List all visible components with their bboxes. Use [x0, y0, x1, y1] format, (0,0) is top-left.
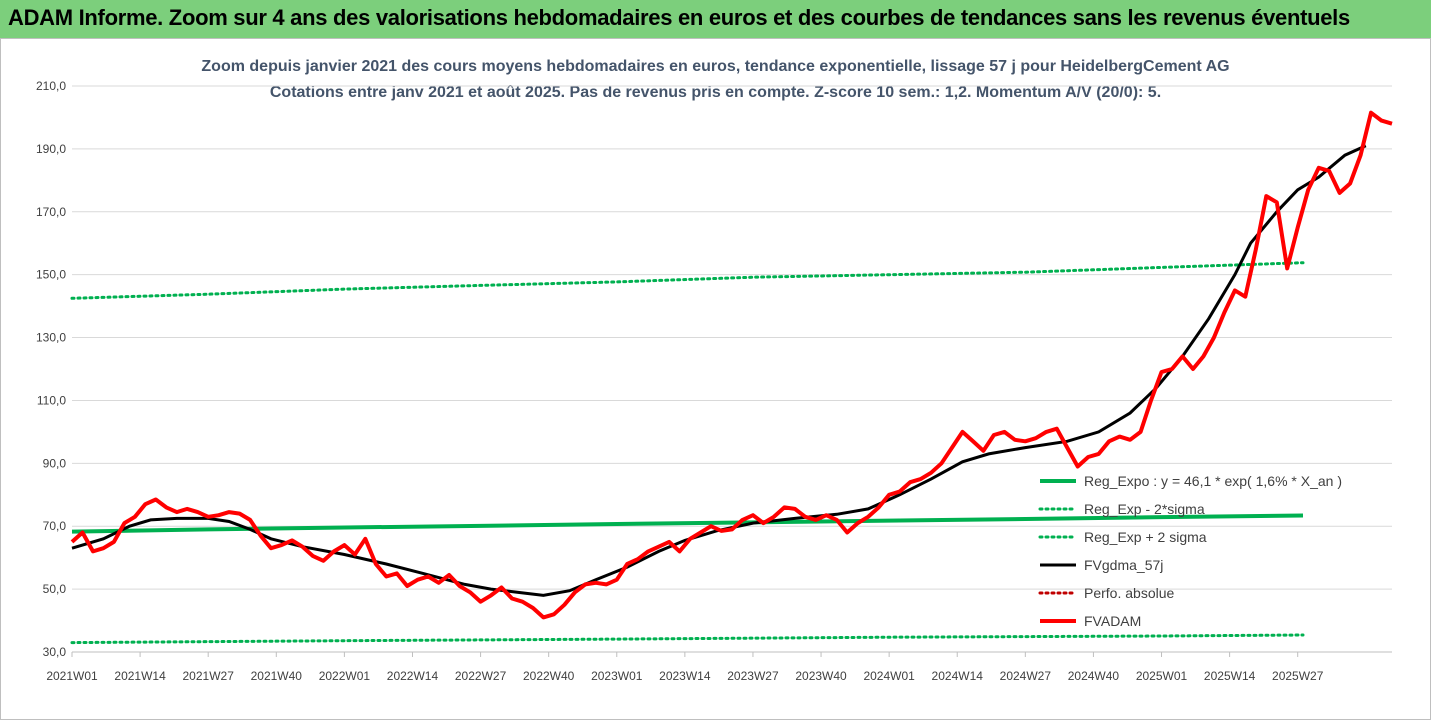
y-tick-label: 150,0	[36, 268, 66, 282]
x-tick-label: 2024W01	[863, 669, 915, 683]
y-tick-label: 90,0	[43, 456, 67, 470]
chart-frame	[0, 38, 1431, 720]
x-tick-label: 2021W40	[251, 669, 303, 683]
y-tick-label: 110,0	[37, 393, 66, 407]
series-line-fvadam	[70, 110, 1393, 620]
chart-title: Zoom depuis janvier 2021 des cours moyen…	[201, 58, 1230, 75]
x-tick-label: 2025W27	[1272, 669, 1324, 683]
y-tick-label: 190,0	[36, 142, 66, 156]
chart-subtitle: Cotations entre janv 2021 et août 2025. …	[269, 84, 1162, 101]
x-tick-label: 2024W40	[1068, 669, 1120, 683]
x-tick-label: 2021W27	[183, 669, 235, 683]
y-tick-label: 170,0	[36, 205, 66, 219]
x-tick-label: 2024W27	[1000, 669, 1052, 683]
legend-label: FVADAM	[1084, 613, 1141, 629]
y-tick-label: 130,0	[36, 331, 66, 345]
banner-title: ADAM Informe. Zoom sur 4 ans des valoris…	[8, 5, 1350, 30]
legend-label: Perfo. absolue	[1084, 585, 1174, 601]
x-tick-label: 2022W27	[455, 669, 507, 683]
x-tick-label: 2023W01	[591, 669, 643, 683]
legend-label: FVgdma_57j	[1084, 557, 1163, 573]
x-tick-label: 2025W01	[1136, 669, 1188, 683]
series-line-reg_expo	[71, 513, 1304, 534]
legend-label: Reg_Expo : y = 46,1 * exp( 1,6% * X_an )	[1084, 473, 1342, 489]
x-tick-label: 2023W14	[659, 669, 711, 683]
x-tick-label: 2021W01	[46, 669, 98, 683]
x-tick-label: 2022W40	[523, 669, 575, 683]
series-line-reg_exp	[70, 261, 1305, 300]
banner: ADAM Informe. Zoom sur 4 ans des valoris…	[0, 0, 1431, 39]
legend-label: Reg_Exp - 2*sigma	[1084, 501, 1205, 517]
x-tick-label: 2021W14	[114, 669, 166, 683]
y-tick-label: 70,0	[43, 519, 67, 533]
x-tick-label: 2024W14	[932, 669, 984, 683]
x-tick-label: 2023W40	[795, 669, 847, 683]
y-tick-label: 50,0	[43, 582, 67, 596]
x-tick-label: 2025W14	[1204, 669, 1256, 683]
y-tick-label: 210,0	[36, 79, 66, 93]
x-tick-label: 2022W01	[319, 669, 371, 683]
y-tick-label: 30,0	[43, 645, 67, 659]
series-line-reg_exp	[70, 633, 1305, 645]
x-tick-label: 2022W14	[387, 669, 439, 683]
x-tick-label: 2023W27	[727, 669, 779, 683]
legend-label: Reg_Exp + 2 sigma	[1084, 529, 1207, 545]
